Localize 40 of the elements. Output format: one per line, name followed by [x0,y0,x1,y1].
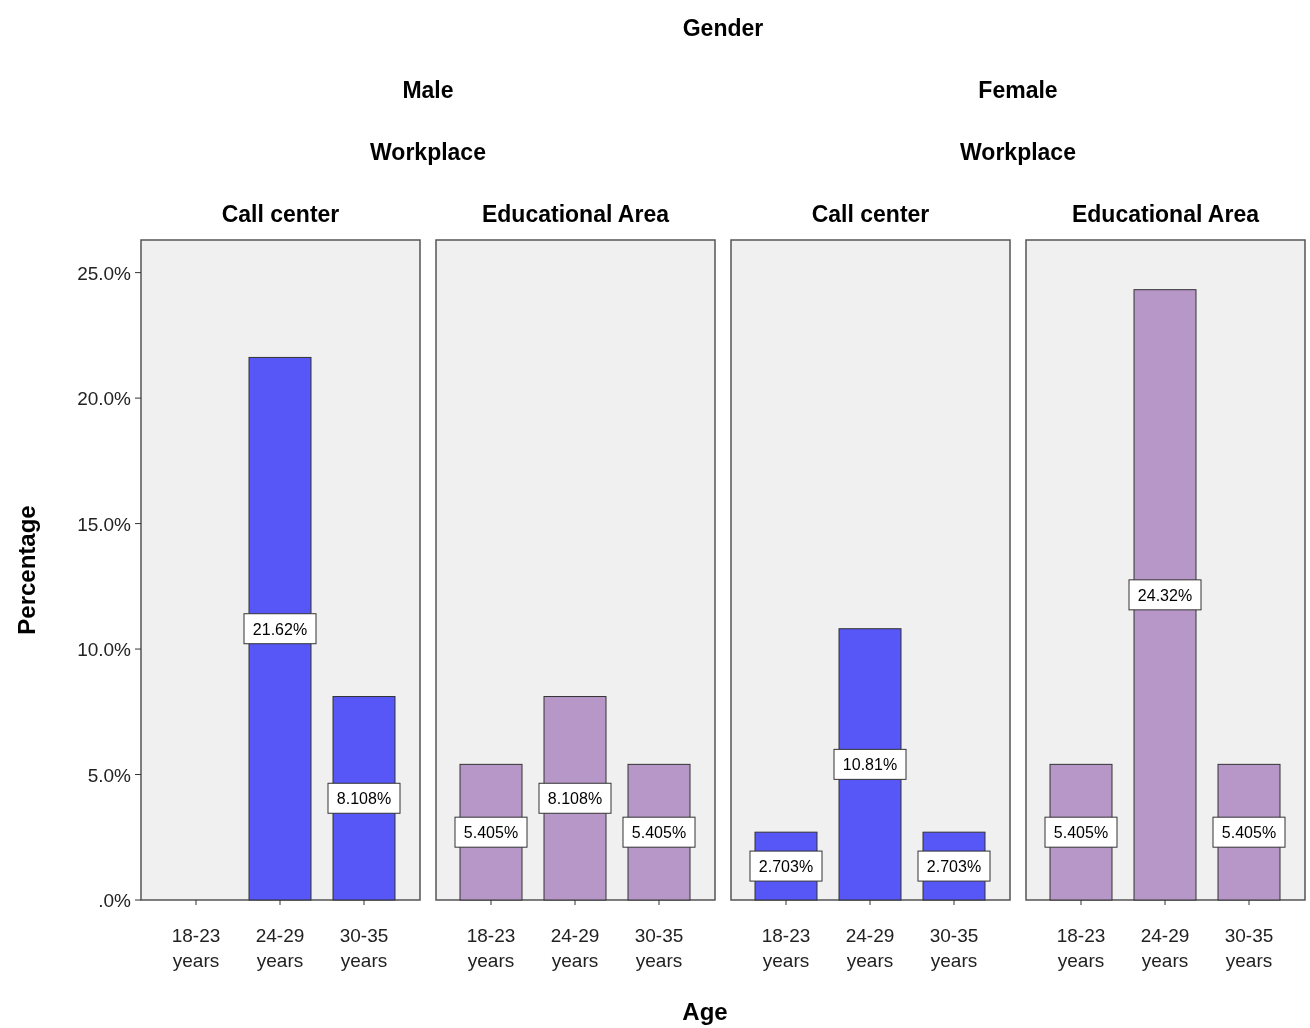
y-tick-label: 5.0% [87,764,132,786]
y-tick-label: 25.0% [77,262,132,284]
data-label: 2.703% [758,858,814,876]
x-tick-label: 30-35 years [339,925,389,971]
text: Workplace [370,139,486,165]
x-tick-label: 24-29 years [1140,925,1190,971]
chart-title: Educational Area [481,201,670,227]
y-tick-label: .0% [98,890,132,911]
data-label: 21.62% [252,620,308,638]
x-tick-label: 24-29 years [255,925,305,971]
data-label: 5.405% [1221,824,1277,842]
data-label: 5.405% [631,824,687,842]
data-label: 8.108% [547,790,603,808]
data-label: 8.108% [336,790,392,808]
y-tick-label: 15.0% [77,513,132,535]
x-tick-label: 24-29 years [845,925,895,971]
x-axis-title: Age [682,998,728,1025]
data-label: 2.703% [926,858,982,876]
text: Workplace [960,139,1076,165]
y-axis-title: Percentage [13,505,40,635]
x-tick-label: 24-29 years [550,925,600,971]
data-label: 5.405% [463,824,519,842]
y-tick-label: 20.0% [77,388,132,410]
text: Female [978,77,1058,103]
chart-title: Call center [811,201,930,227]
chart-title: Educational Area [1071,201,1260,227]
x-tick-label: 18-23 years [171,925,221,971]
x-tick-label: 18-23 years [761,925,811,971]
data-label: 10.81% [842,756,898,774]
data-label: 5.405% [1053,824,1109,842]
y-tick-label: 10.0% [77,639,132,661]
chart-title: Call center [221,201,340,227]
x-tick-label: 18-23 years [1056,925,1106,971]
text: Male [402,77,454,103]
x-tick-label: 18-23 years [466,925,516,971]
x-tick-label: 30-35 years [1224,925,1274,971]
text: Gender [682,15,764,41]
x-tick-label: 30-35 years [929,925,979,971]
x-tick-label: 30-35 years [634,925,684,971]
data-label: 24.32% [1137,586,1193,604]
